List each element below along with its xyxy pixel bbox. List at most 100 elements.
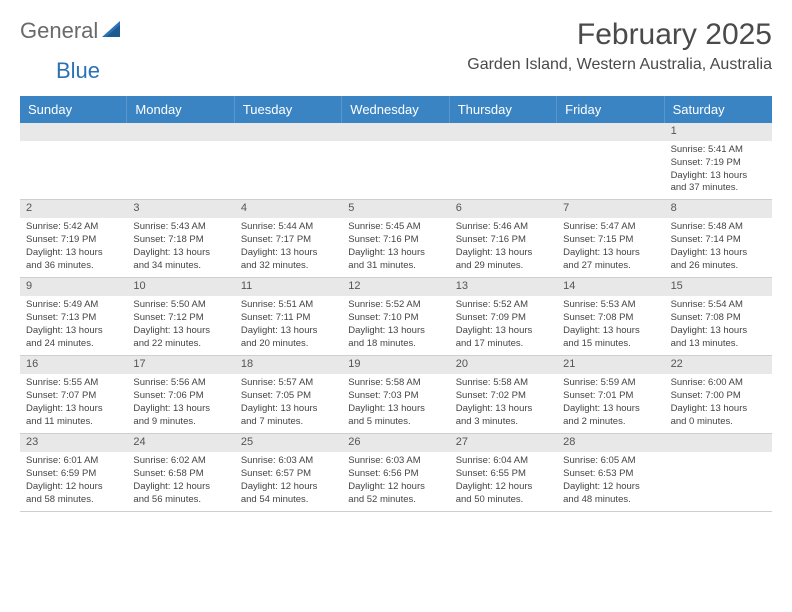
day-detail-sunrise: Sunrise: 5:58 AM xyxy=(348,377,443,389)
day-cell: 14Sunrise: 5:53 AMSunset: 7:08 PMDayligh… xyxy=(557,278,664,356)
day-number: 10 xyxy=(127,278,234,296)
day-number: 5 xyxy=(342,200,449,218)
day-number xyxy=(450,123,557,141)
day-number xyxy=(20,123,127,141)
day-detail-day1: Daylight: 12 hours xyxy=(26,481,121,493)
day-cell: 12Sunrise: 5:52 AMSunset: 7:10 PMDayligh… xyxy=(342,278,449,356)
day-cell: 2 Sunrise: 5:42 AMSunset: 7:19 PMDaylight… xyxy=(20,200,127,278)
sail-icon xyxy=(100,19,122,44)
day-cell: 23Sunrise: 6:01 AMSunset: 6:59 PMDayligh… xyxy=(20,434,127,512)
day-number xyxy=(557,123,664,141)
day-detail-day1: Daylight: 13 hours xyxy=(671,403,766,415)
day-body: Sunrise: 5:42 AMSunset: 7:19 PMDaylight:… xyxy=(20,221,127,272)
day-cell: 26 Sunrise: 6:03 AMSunset: 6:56 PMDayligh… xyxy=(342,434,449,512)
day-detail-day2: and 20 minutes. xyxy=(241,338,336,350)
day-cell: 17Sunrise: 5:56 AMSunset: 7:06 PMDayligh… xyxy=(127,356,234,434)
day-detail-day1: Daylight: 13 hours xyxy=(133,247,228,259)
day-detail-day2: and 58 minutes. xyxy=(26,494,121,506)
day-detail-day2: and 37 minutes. xyxy=(671,182,766,194)
day-detail-sunset: Sunset: 7:03 PM xyxy=(348,390,443,402)
weekday-header: SundayMondayTuesdayWednesdayThursdayFrid… xyxy=(20,96,772,123)
weekday-header-cell: Thursday xyxy=(450,96,557,123)
day-detail-day1: Daylight: 13 hours xyxy=(671,247,766,259)
day-detail-sunrise: Sunrise: 5:47 AM xyxy=(563,221,658,233)
day-detail-sunset: Sunset: 7:08 PM xyxy=(671,312,766,324)
day-detail-sunrise: Sunrise: 6:03 AM xyxy=(241,455,336,467)
day-body: Sunrise: 5:43 AMSunset: 7:18 PMDaylight:… xyxy=(127,221,234,272)
day-detail-sunset: Sunset: 6:55 PM xyxy=(456,468,551,480)
day-detail-sunrise: Sunrise: 5:52 AM xyxy=(348,299,443,311)
day-number: 17 xyxy=(127,356,234,374)
day-detail-day2: and 50 minutes. xyxy=(456,494,551,506)
day-body: Sunrise: 6:00 AMSunset: 7:00 PMDaylight:… xyxy=(665,377,772,428)
day-detail-day1: Daylight: 13 hours xyxy=(563,325,658,337)
week-row: 9 Sunrise: 5:49 AMSunset: 7:13 PMDaylight… xyxy=(20,278,772,356)
day-detail-day1: Daylight: 13 hours xyxy=(26,325,121,337)
day-detail-sunrise: Sunrise: 5:56 AM xyxy=(133,377,228,389)
day-detail-day2: and 5 minutes. xyxy=(348,416,443,428)
day-detail-sunset: Sunset: 6:53 PM xyxy=(563,468,658,480)
day-detail-sunrise: Sunrise: 5:44 AM xyxy=(241,221,336,233)
day-detail-sunrise: Sunrise: 5:46 AM xyxy=(456,221,551,233)
day-detail-day2: and 26 minutes. xyxy=(671,260,766,272)
day-cell: 13Sunrise: 5:52 AMSunset: 7:09 PMDayligh… xyxy=(450,278,557,356)
day-number: 14 xyxy=(557,278,664,296)
day-detail-day1: Daylight: 13 hours xyxy=(348,403,443,415)
day-body: Sunrise: 6:03 AMSunset: 6:57 PMDaylight:… xyxy=(235,455,342,506)
day-cell: 28Sunrise: 6:05 AMSunset: 6:53 PMDayligh… xyxy=(557,434,664,512)
day-number: 9 xyxy=(20,278,127,296)
day-cell: 1Sunrise: 5:41 AMSunset: 7:19 PMDaylight… xyxy=(665,123,772,200)
day-detail-sunrise: Sunrise: 5:59 AM xyxy=(563,377,658,389)
day-number: 18 xyxy=(235,356,342,374)
day-detail-day2: and 56 minutes. xyxy=(133,494,228,506)
day-cell: 19 Sunrise: 5:58 AMSunset: 7:03 PMDayligh… xyxy=(342,356,449,434)
day-detail-day2: and 7 minutes. xyxy=(241,416,336,428)
day-detail-day1: Daylight: 13 hours xyxy=(456,247,551,259)
day-detail-sunset: Sunset: 7:18 PM xyxy=(133,234,228,246)
day-detail-day2: and 18 minutes. xyxy=(348,338,443,350)
day-detail-day2: and 22 minutes. xyxy=(133,338,228,350)
day-number xyxy=(235,123,342,141)
day-detail-sunset: Sunset: 7:15 PM xyxy=(563,234,658,246)
day-body: Sunrise: 5:58 AMSunset: 7:03 PMDaylight:… xyxy=(342,377,449,428)
day-number: 2 xyxy=(20,200,127,218)
day-detail-day2: and 29 minutes. xyxy=(456,260,551,272)
brand-part2: Blue xyxy=(56,58,100,83)
day-cell: 27Sunrise: 6:04 AMSunset: 6:55 PMDayligh… xyxy=(450,434,557,512)
week-row: 1Sunrise: 5:41 AMSunset: 7:19 PMDaylight… xyxy=(20,123,772,200)
day-detail-sunrise: Sunrise: 5:49 AM xyxy=(26,299,121,311)
day-detail-sunrise: Sunrise: 5:42 AM xyxy=(26,221,121,233)
day-detail-day1: Daylight: 13 hours xyxy=(133,325,228,337)
day-number: 16 xyxy=(20,356,127,374)
day-number: 28 xyxy=(557,434,664,452)
day-cell: 25Sunrise: 6:03 AMSunset: 6:57 PMDayligh… xyxy=(235,434,342,512)
day-body: Sunrise: 6:03 AMSunset: 6:56 PMDaylight:… xyxy=(342,455,449,506)
day-cell: 10Sunrise: 5:50 AMSunset: 7:12 PMDayligh… xyxy=(127,278,234,356)
day-number: 19 xyxy=(342,356,449,374)
day-detail-day1: Daylight: 12 hours xyxy=(563,481,658,493)
day-body: Sunrise: 5:49 AMSunset: 7:13 PMDaylight:… xyxy=(20,299,127,350)
day-cell: 24Sunrise: 6:02 AMSunset: 6:58 PMDayligh… xyxy=(127,434,234,512)
day-cell xyxy=(235,123,342,200)
day-detail-day1: Daylight: 13 hours xyxy=(26,403,121,415)
day-cell: 4Sunrise: 5:44 AMSunset: 7:17 PMDaylight… xyxy=(235,200,342,278)
day-detail-day1: Daylight: 13 hours xyxy=(456,325,551,337)
day-detail-sunset: Sunset: 6:59 PM xyxy=(26,468,121,480)
brand-logo: General xyxy=(20,18,124,44)
day-body: Sunrise: 5:52 AMSunset: 7:10 PMDaylight:… xyxy=(342,299,449,350)
day-detail-day1: Daylight: 13 hours xyxy=(348,247,443,259)
day-body: Sunrise: 5:46 AMSunset: 7:16 PMDaylight:… xyxy=(450,221,557,272)
day-body: Sunrise: 5:47 AMSunset: 7:15 PMDaylight:… xyxy=(557,221,664,272)
day-number: 8 xyxy=(665,200,772,218)
day-detail-sunrise: Sunrise: 6:04 AM xyxy=(456,455,551,467)
day-number: 26 xyxy=(342,434,449,452)
month-title: February 2025 xyxy=(467,18,772,52)
day-detail-sunrise: Sunrise: 5:55 AM xyxy=(26,377,121,389)
day-number: 15 xyxy=(665,278,772,296)
day-cell xyxy=(20,123,127,200)
day-detail-day1: Daylight: 12 hours xyxy=(133,481,228,493)
week-row: 23Sunrise: 6:01 AMSunset: 6:59 PMDayligh… xyxy=(20,434,772,512)
day-number: 6 xyxy=(450,200,557,218)
weekday-header-cell: Wednesday xyxy=(342,96,449,123)
weekday-header-cell: Tuesday xyxy=(235,96,342,123)
